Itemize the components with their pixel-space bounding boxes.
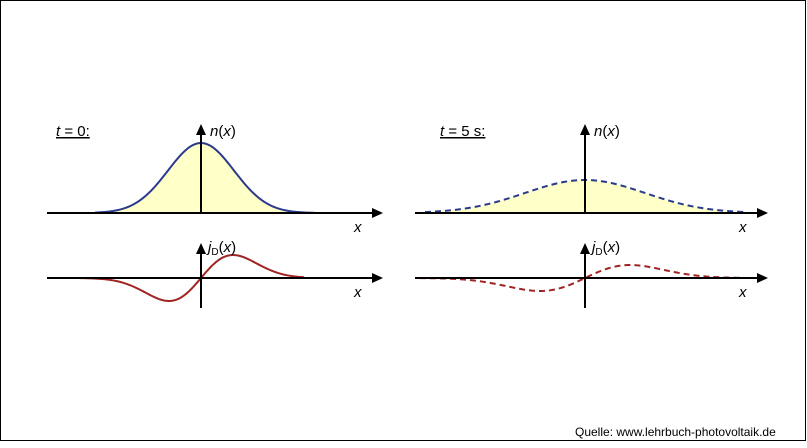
x-axis-label: x xyxy=(738,284,747,301)
x-axis-label: x xyxy=(353,284,362,301)
paren: ) xyxy=(231,239,236,256)
x-axis-label: x xyxy=(738,219,747,236)
density-label: n(x) xyxy=(594,123,620,140)
time-label: t = 0: xyxy=(56,123,90,140)
subscript: D xyxy=(211,247,218,258)
time-symbol: t xyxy=(440,123,445,140)
symbol: j xyxy=(206,239,212,256)
symbol: n xyxy=(210,123,218,140)
density-label: n(x) xyxy=(210,123,236,140)
panel: xxt = 5 s: n(x)jD(x) xyxy=(415,123,768,308)
panel: xxt = 0: n(x)jD(x) xyxy=(47,123,383,308)
current-curve xyxy=(79,254,305,302)
arrowhead xyxy=(757,273,768,283)
paren: ) xyxy=(615,239,620,256)
arrowhead xyxy=(196,243,206,254)
paren: ) xyxy=(615,123,620,140)
arrowhead xyxy=(372,208,383,218)
paren: ( xyxy=(602,123,607,140)
paren: ( xyxy=(603,239,608,256)
paren: ) xyxy=(231,123,236,140)
source: Quelle: www.lehrbuch-photovoltaik.de xyxy=(575,425,776,439)
time-value: = 0: xyxy=(60,123,90,140)
symbol: j xyxy=(590,239,596,256)
density-fill xyxy=(95,143,315,213)
arrowhead xyxy=(580,124,590,135)
arrowhead xyxy=(580,243,590,254)
time-value: = 5 s: xyxy=(444,123,485,140)
paren: ( xyxy=(219,239,224,256)
argument: x xyxy=(606,123,615,140)
paren: ( xyxy=(218,123,223,140)
current-label: jD(x) xyxy=(590,239,620,258)
x-axis-label: x xyxy=(353,219,362,236)
argument: x xyxy=(222,123,231,140)
argument: x xyxy=(607,239,616,256)
symbol: n xyxy=(594,123,602,140)
time-label: t = 5 s: xyxy=(440,123,485,140)
current-curve xyxy=(419,263,745,293)
current-label: jD(x) xyxy=(206,239,236,258)
density-curve xyxy=(94,141,316,214)
arrowhead xyxy=(372,273,383,283)
time-symbol: t xyxy=(56,123,61,140)
subscript: D xyxy=(595,247,602,258)
arrowhead xyxy=(757,208,768,218)
argument: x xyxy=(223,239,232,256)
arrowhead xyxy=(196,124,206,135)
